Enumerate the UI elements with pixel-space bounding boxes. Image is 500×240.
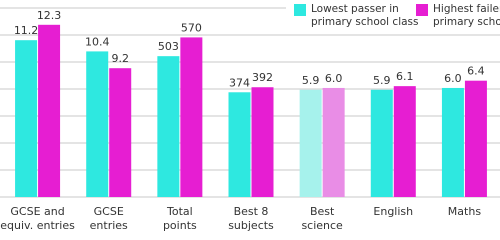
value-label: 6.0 (325, 72, 343, 85)
legend-label: Highest failer in (433, 3, 500, 15)
bar (441, 87, 464, 197)
x-tick-label: Total (166, 205, 193, 218)
x-tick-label: Best (310, 205, 335, 218)
legend-label: Lowest passer in (311, 3, 399, 15)
legend-label: primary school class (311, 16, 419, 28)
value-label: 11.2 (14, 24, 39, 37)
bar (15, 40, 38, 198)
x-tick-label: GCSE and (10, 205, 64, 218)
x-tick-label: points (163, 219, 197, 232)
bar (464, 80, 487, 197)
bar (180, 37, 203, 198)
bar (251, 87, 274, 197)
bar (393, 86, 416, 197)
bar (86, 51, 109, 198)
value-label: 6.0 (444, 72, 462, 85)
x-tick-label: Best 8 (234, 205, 269, 218)
x-tick-label: science (301, 219, 343, 232)
x-tick-label: equiv. entries (0, 219, 75, 232)
legend-background (286, 0, 500, 30)
value-label: 392 (252, 71, 273, 84)
bar (228, 92, 251, 197)
value-label: 570 (181, 21, 202, 34)
value-label: 5.9 (302, 74, 320, 87)
value-label: 374 (229, 76, 250, 89)
legend-swatch (416, 4, 428, 16)
x-tick-label: Maths (448, 205, 482, 218)
value-label: 503 (158, 40, 179, 53)
value-label: 9.2 (111, 52, 129, 65)
legend-swatch (294, 4, 306, 16)
bar (370, 89, 393, 197)
value-label: 6.4 (467, 65, 485, 78)
bar (299, 89, 322, 197)
bar (109, 68, 132, 197)
value-label: 6.1 (396, 70, 414, 83)
bar (38, 24, 61, 197)
value-label: 10.4 (85, 35, 110, 48)
value-label: 12.3 (37, 9, 62, 22)
value-label: 5.9 (373, 74, 391, 87)
legend-label: primary school class (433, 16, 500, 28)
x-tick-label: subjects (228, 219, 274, 232)
bar (157, 56, 180, 197)
x-tick-label: GCSE (94, 205, 124, 218)
x-tick-label: English (373, 205, 413, 218)
bar (322, 87, 345, 197)
x-tick-label: entries (90, 219, 128, 232)
